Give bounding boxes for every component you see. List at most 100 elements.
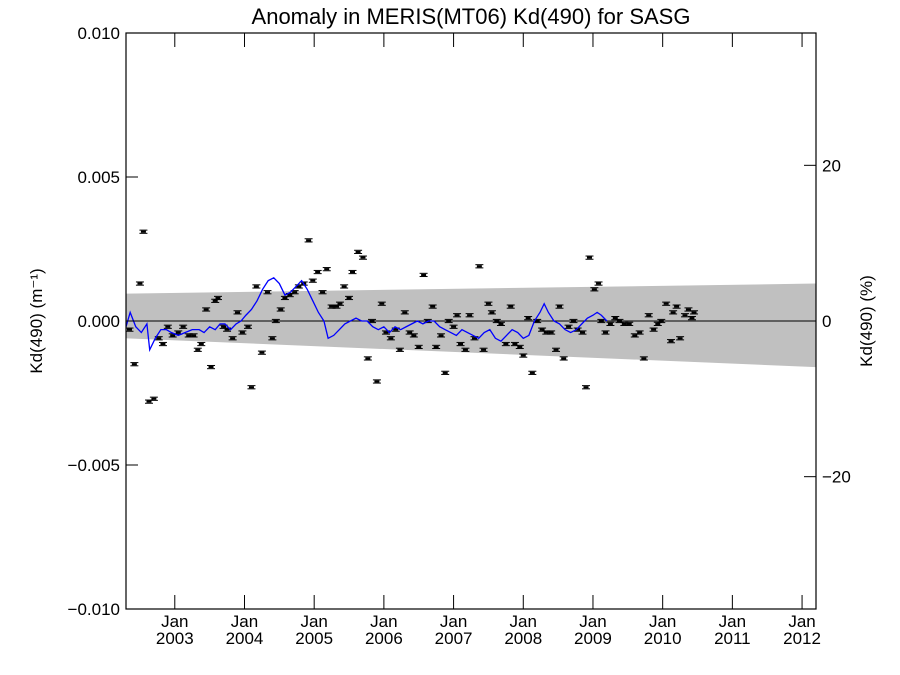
data-point [228, 336, 237, 341]
y-left-tick-label: −0.005 [68, 456, 120, 475]
data-point [487, 310, 496, 315]
data-point [582, 385, 590, 390]
x-tick-month: Jan [231, 612, 258, 631]
data-point [552, 347, 561, 352]
data-point [158, 341, 167, 347]
data-point [372, 379, 381, 384]
y-right-tick-label: 20 [822, 156, 841, 175]
data-point [271, 318, 280, 324]
data-point [662, 301, 671, 306]
x-tick-month: Jan [370, 612, 397, 631]
data-point [644, 313, 653, 318]
x-tick-month: Jan [300, 612, 327, 631]
data-point [308, 278, 317, 283]
data-point [149, 396, 158, 401]
data-point [585, 255, 594, 260]
data-point [676, 336, 685, 341]
y-left-tick-label: 0.010 [77, 24, 120, 43]
data-point [358, 255, 367, 260]
data-point [263, 290, 272, 295]
data-point [506, 304, 515, 309]
data-point [524, 316, 533, 321]
y-left-tick-label: −0.010 [68, 600, 120, 619]
data-point [687, 316, 696, 321]
x-tick-year: 2009 [574, 629, 612, 648]
data-point [322, 267, 331, 272]
y-axis-left-label: Kd(490) (m⁻¹) [27, 268, 46, 373]
x-tick-month: Jan [579, 612, 606, 631]
data-point [377, 301, 386, 306]
data-point [639, 356, 648, 361]
data-point [189, 333, 198, 338]
data-point [363, 356, 372, 361]
data-point [649, 327, 658, 332]
data-point [501, 341, 510, 347]
data-point [635, 330, 644, 335]
anomaly-points [126, 229, 699, 404]
data-point [419, 272, 428, 278]
data-point [496, 321, 505, 326]
data-point [465, 313, 474, 318]
uncertainty-band [126, 283, 816, 368]
x-tick-year: 2007 [435, 629, 473, 648]
data-point [395, 347, 404, 352]
data-point [461, 347, 470, 352]
y-axis-right-label: Kd(490) (%) [857, 275, 876, 367]
data-point [233, 310, 242, 315]
data-point [207, 364, 216, 370]
data-point [340, 284, 349, 289]
data-point [475, 264, 484, 269]
data-point [453, 313, 462, 318]
chart-title: Anomaly in MERIS(MT06) Kd(490) for SASG [252, 4, 691, 29]
data-point [345, 295, 354, 301]
data-point [449, 324, 458, 329]
x-tick-year: 2012 [783, 629, 821, 648]
data-point [163, 324, 172, 329]
x-tick-month: Jan [719, 612, 746, 631]
data-point [268, 336, 277, 341]
data-point [335, 301, 344, 306]
data-point [564, 324, 573, 329]
data-point [130, 362, 139, 367]
data-point [601, 330, 610, 335]
x-tick-year: 2010 [644, 629, 682, 648]
x-tick-year: 2006 [365, 629, 403, 648]
data-point [428, 304, 437, 309]
data-point [547, 330, 556, 335]
data-point [690, 310, 699, 315]
data-point [179, 324, 188, 329]
data-point [680, 313, 689, 318]
y-axis-left: 0.010 0.005 0.000 −0.005 −0.010 [68, 24, 138, 619]
data-point [528, 370, 537, 375]
data-point [247, 385, 256, 390]
running-mean-line [126, 277, 608, 353]
data-point [193, 347, 202, 352]
x-tick-year: 2003 [156, 629, 194, 648]
data-point [252, 284, 261, 289]
data-point [257, 350, 266, 355]
data-point [456, 341, 465, 347]
x-tick-year: 2004 [226, 629, 264, 648]
x-tick-month: Jan [788, 612, 815, 631]
data-point [555, 304, 564, 309]
data-point [214, 295, 222, 301]
x-tick-month: Jan [649, 612, 676, 631]
y-right-tick-label: 0 [822, 312, 831, 331]
data-point [569, 318, 578, 324]
data-point [197, 341, 206, 347]
data-point [657, 318, 666, 324]
data-point [444, 318, 453, 324]
data-point [533, 318, 542, 324]
data-point [606, 321, 615, 326]
data-point [559, 356, 568, 361]
x-tick-year: 2011 [714, 629, 751, 648]
data-point [479, 347, 488, 352]
x-tick-month: Jan [510, 612, 537, 631]
data-point [318, 290, 327, 295]
y-left-tick-label: 0.005 [77, 168, 120, 187]
data-point [432, 344, 441, 350]
data-point [348, 269, 357, 275]
y-left-tick-label: 0.000 [77, 312, 120, 331]
data-point [578, 330, 587, 335]
